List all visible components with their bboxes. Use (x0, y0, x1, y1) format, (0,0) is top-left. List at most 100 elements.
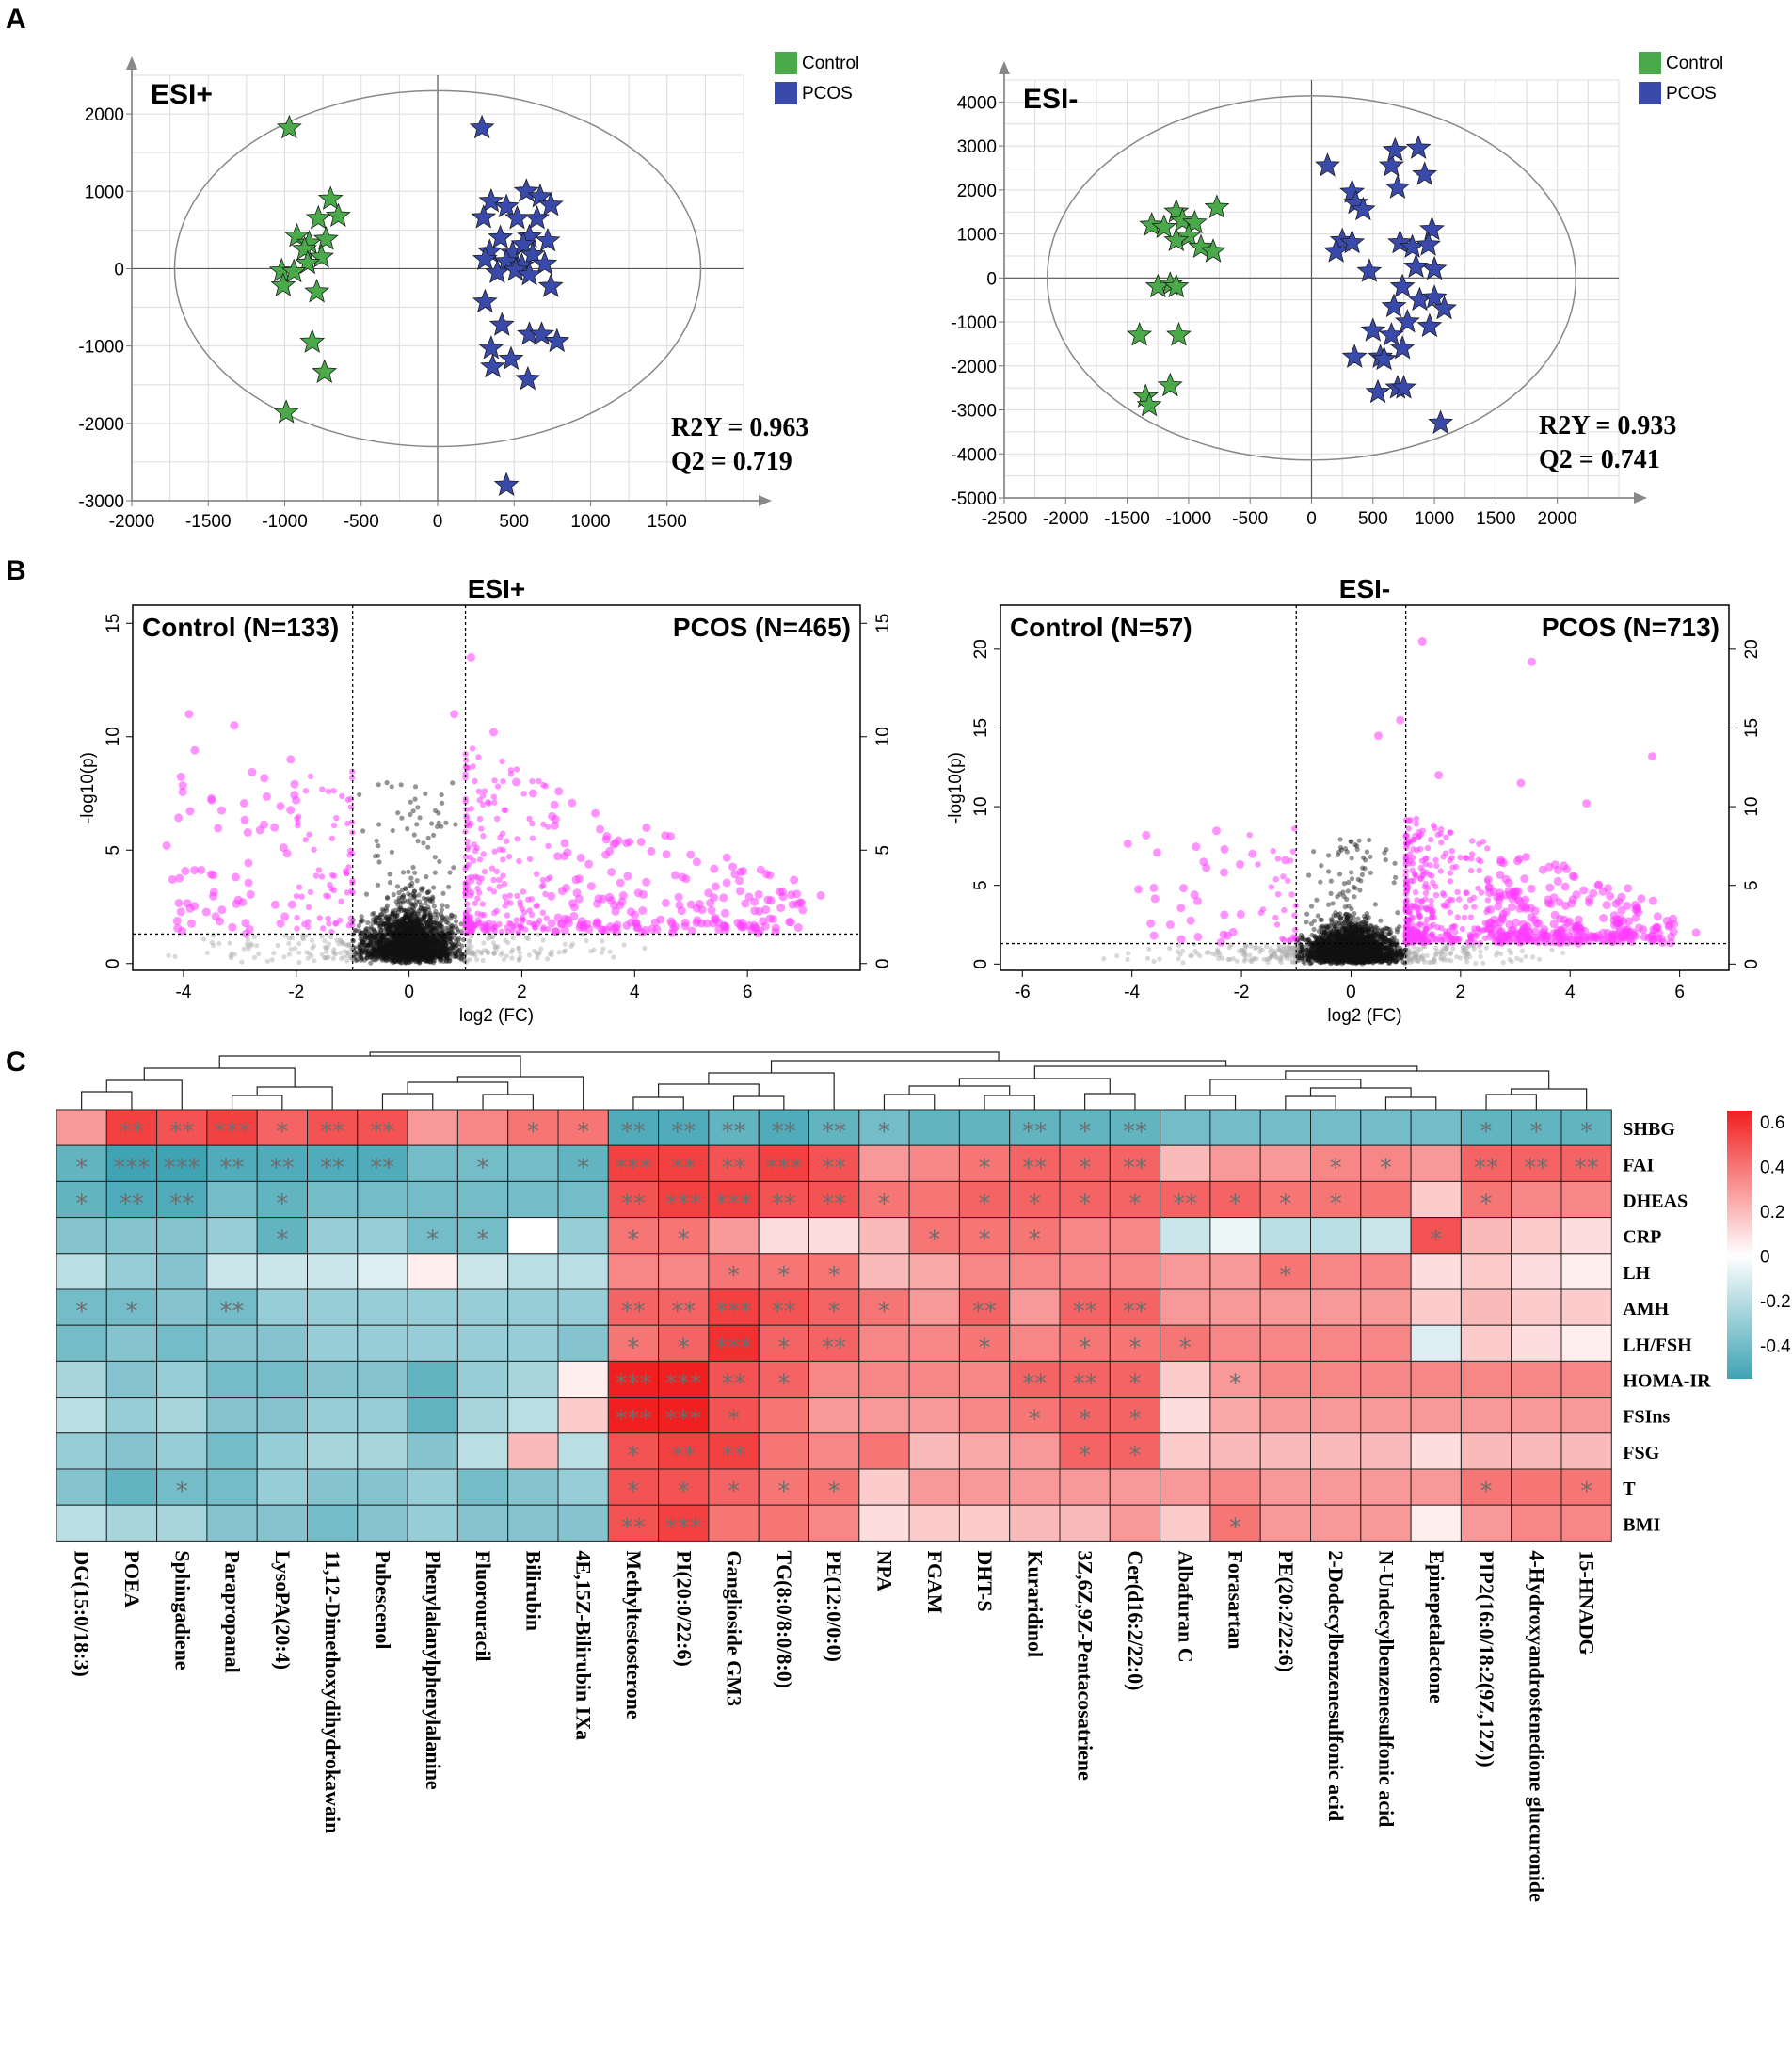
point-ns (387, 880, 393, 886)
point-ns (404, 956, 409, 962)
point-sig (293, 893, 300, 900)
point-ns (371, 927, 376, 933)
point-sig (345, 922, 352, 929)
point-ns (1319, 863, 1324, 869)
point-sig (270, 900, 280, 909)
point-ns (409, 919, 415, 925)
point-sig (571, 875, 581, 885)
x-tick-label: 2 (517, 983, 527, 1002)
point-ns (416, 924, 422, 930)
legend-label-pcos: PCOS (1666, 84, 1717, 104)
point-ns (380, 921, 386, 927)
point-ns (312, 958, 317, 964)
point-ns (391, 947, 396, 953)
point-sig (290, 779, 299, 789)
point-ns (366, 951, 372, 957)
point-ns (413, 949, 419, 955)
point-ns (397, 940, 403, 946)
point-ns (431, 885, 437, 890)
point-ns (410, 950, 416, 955)
point-ns (388, 929, 393, 935)
point-ns (439, 948, 444, 953)
point-ns (426, 952, 432, 958)
point-ns (358, 920, 363, 925)
panel-letter-b: B (6, 555, 26, 586)
point-sig (330, 822, 338, 829)
star-point (544, 328, 570, 353)
point-ns (440, 952, 445, 959)
point-ns (367, 938, 374, 944)
point-ns (444, 936, 450, 942)
point-ns (383, 948, 389, 954)
point-ns (373, 915, 378, 921)
point-sig (816, 891, 825, 900)
point-ns (422, 927, 427, 933)
point-ns (1338, 844, 1344, 851)
point-ns (366, 941, 372, 947)
point-ns (454, 953, 459, 959)
point-ns (417, 919, 423, 924)
point-ns (417, 925, 423, 932)
point-ns (459, 943, 465, 949)
point-sig (599, 894, 608, 904)
point-sig (591, 808, 600, 818)
point-ns (286, 952, 292, 957)
point-ns (363, 929, 369, 935)
point-ns (395, 810, 401, 816)
point-sig (344, 870, 350, 876)
point-ns (1114, 953, 1120, 959)
point-ns (416, 945, 422, 951)
point-ns (379, 956, 385, 962)
point-ns (402, 952, 408, 957)
point-ns (427, 898, 433, 904)
point-ns (370, 917, 376, 922)
point-ns (1356, 838, 1362, 843)
point-sig (722, 878, 731, 888)
point-ns (392, 948, 398, 953)
point-ns (371, 942, 376, 948)
point-ns (371, 910, 376, 917)
point-ns (415, 940, 421, 946)
x-tick-label: -2000 (1043, 509, 1089, 529)
point-ns (406, 944, 411, 950)
point-sig (187, 919, 196, 928)
point-ns (396, 937, 402, 944)
point-ns (442, 935, 448, 940)
point-sig (344, 889, 350, 896)
point-ns (584, 938, 589, 944)
point-ns (399, 943, 405, 949)
point-ns (435, 921, 440, 927)
point-ns (356, 952, 361, 958)
point-ns (1473, 960, 1479, 967)
y-tick-label: -2000 (951, 358, 997, 377)
point-ns (411, 945, 417, 952)
point-ns (413, 914, 419, 920)
point-sig (513, 922, 520, 929)
point-ns (419, 935, 424, 941)
point-sig (539, 876, 547, 884)
y-tick-label: -3000 (951, 402, 997, 422)
point-ns (330, 949, 336, 955)
point-ns (363, 934, 369, 939)
point-ns (405, 910, 410, 916)
x-tick-label: 1500 (1476, 509, 1515, 529)
point-ns (440, 951, 445, 956)
point-ns (376, 915, 382, 920)
point-sig (338, 898, 344, 904)
point-ns (375, 942, 380, 948)
point-ns (412, 784, 419, 790)
point-ns (392, 953, 398, 959)
star-point (1200, 238, 1226, 263)
star-point (268, 257, 295, 282)
point-ns (400, 951, 406, 956)
point-ns (275, 942, 280, 949)
point-ns (251, 934, 258, 940)
point-ns (365, 942, 371, 948)
point-ns (410, 891, 416, 897)
point-sig (529, 777, 536, 785)
hotelling-t2-ellipse (173, 89, 702, 448)
point-ns (419, 950, 425, 955)
point-ns (435, 824, 440, 829)
point-ns (452, 951, 457, 956)
point-ns (418, 886, 424, 891)
